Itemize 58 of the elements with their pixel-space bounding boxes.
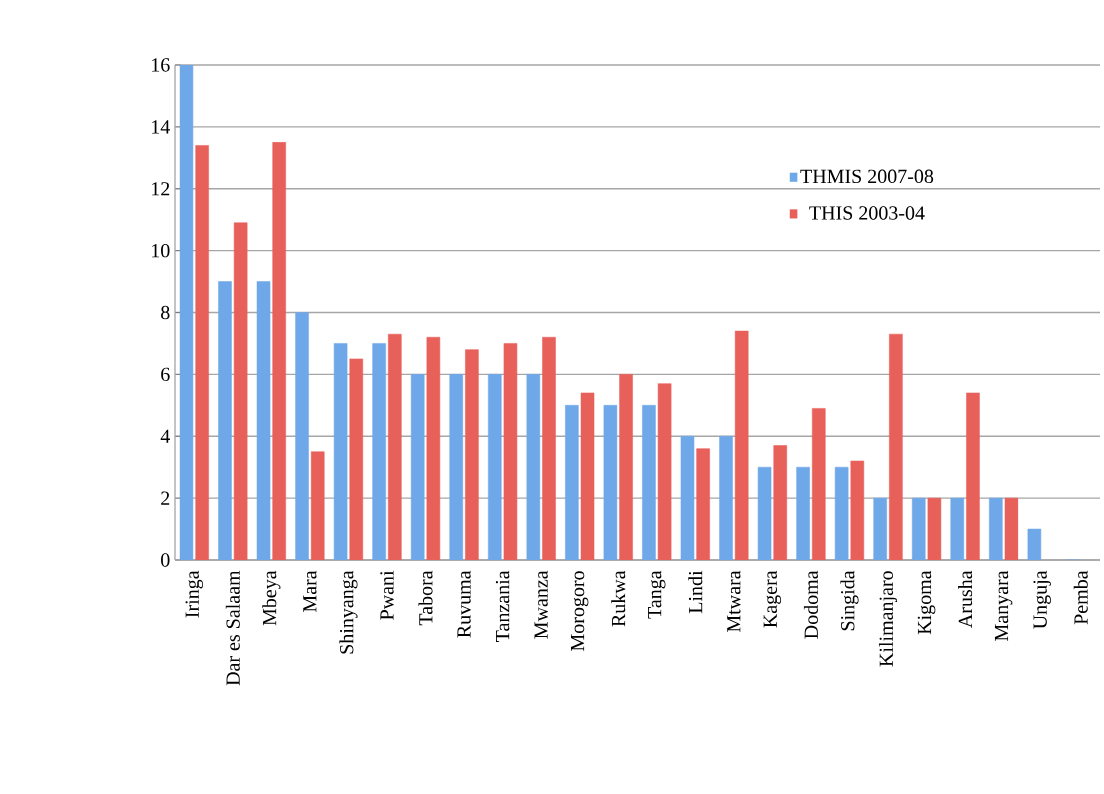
bar	[526, 374, 541, 560]
y-tick-label: 10	[152, 243, 170, 258]
bar	[757, 466, 772, 560]
bar	[873, 497, 887, 560]
y-tick-label: 8	[161, 305, 170, 320]
bar	[179, 65, 194, 560]
x-tick-label: Dar es Salaam	[225, 570, 240, 686]
bar	[834, 466, 849, 560]
bar	[256, 281, 271, 560]
bar	[950, 497, 965, 560]
x-tick-label: Ruvuma	[457, 570, 471, 638]
bar	[1027, 528, 1042, 560]
bar	[642, 405, 656, 560]
bar	[603, 405, 618, 560]
bar	[911, 497, 926, 560]
bar	[565, 405, 579, 560]
y-tick-label: 4	[160, 429, 170, 443]
x-tick-label: Mara	[303, 570, 317, 613]
x-tick-label: Tanga	[648, 570, 666, 619]
legend-label: THIS 2003-04	[809, 206, 925, 220]
bar	[449, 374, 463, 560]
x-tick-label: Iringa	[185, 570, 204, 618]
y-tick-label: 0	[161, 553, 170, 567]
x-tick-label: Singida	[840, 570, 859, 631]
x-tick-label: Rukwa	[611, 570, 626, 627]
x-tick-label: Shinyanga	[339, 570, 358, 654]
x-tick-label: Pwani	[380, 570, 394, 620]
bar	[295, 312, 309, 560]
x-tick-label: Lindi	[688, 570, 703, 614]
bar	[989, 497, 1003, 560]
x-tick-label: Mbeya	[262, 570, 281, 626]
bar	[488, 374, 502, 560]
x-tick-label: Morogoro	[570, 571, 589, 651]
x-tick-label: Arusha	[958, 570, 973, 628]
x-tick-label: Unguja	[1033, 570, 1051, 629]
y-tick-label: 14	[152, 120, 170, 134]
legend-label: THMIS 2007-08	[800, 169, 934, 184]
x-tick-label: Pemba	[1073, 570, 1088, 625]
bar	[218, 281, 232, 560]
y-tick-label: 6	[161, 367, 170, 382]
x-tick-label: Tabora	[418, 570, 433, 626]
x-tick-label: Kigoma	[917, 570, 936, 635]
x-tick-label: Tanzania	[495, 570, 510, 642]
x-tick-label: Mwanza	[534, 570, 548, 639]
x-tick-label: Kilimanjaro	[878, 571, 898, 667]
bar	[796, 466, 810, 560]
y-tick-label: 16	[152, 58, 170, 72]
y-tick-label: 12	[152, 182, 170, 196]
x-tick-label: Mtwara	[727, 570, 741, 633]
x-tick-label: Dodoma	[803, 570, 818, 639]
bar	[333, 343, 348, 560]
bar	[410, 374, 425, 560]
x-tick-label: Manyara	[994, 570, 1013, 641]
bar	[719, 435, 733, 560]
x-tick-label: Kagera	[763, 570, 782, 628]
bar	[680, 435, 695, 560]
bar	[372, 343, 386, 560]
y-tick-label: 2	[161, 491, 170, 505]
